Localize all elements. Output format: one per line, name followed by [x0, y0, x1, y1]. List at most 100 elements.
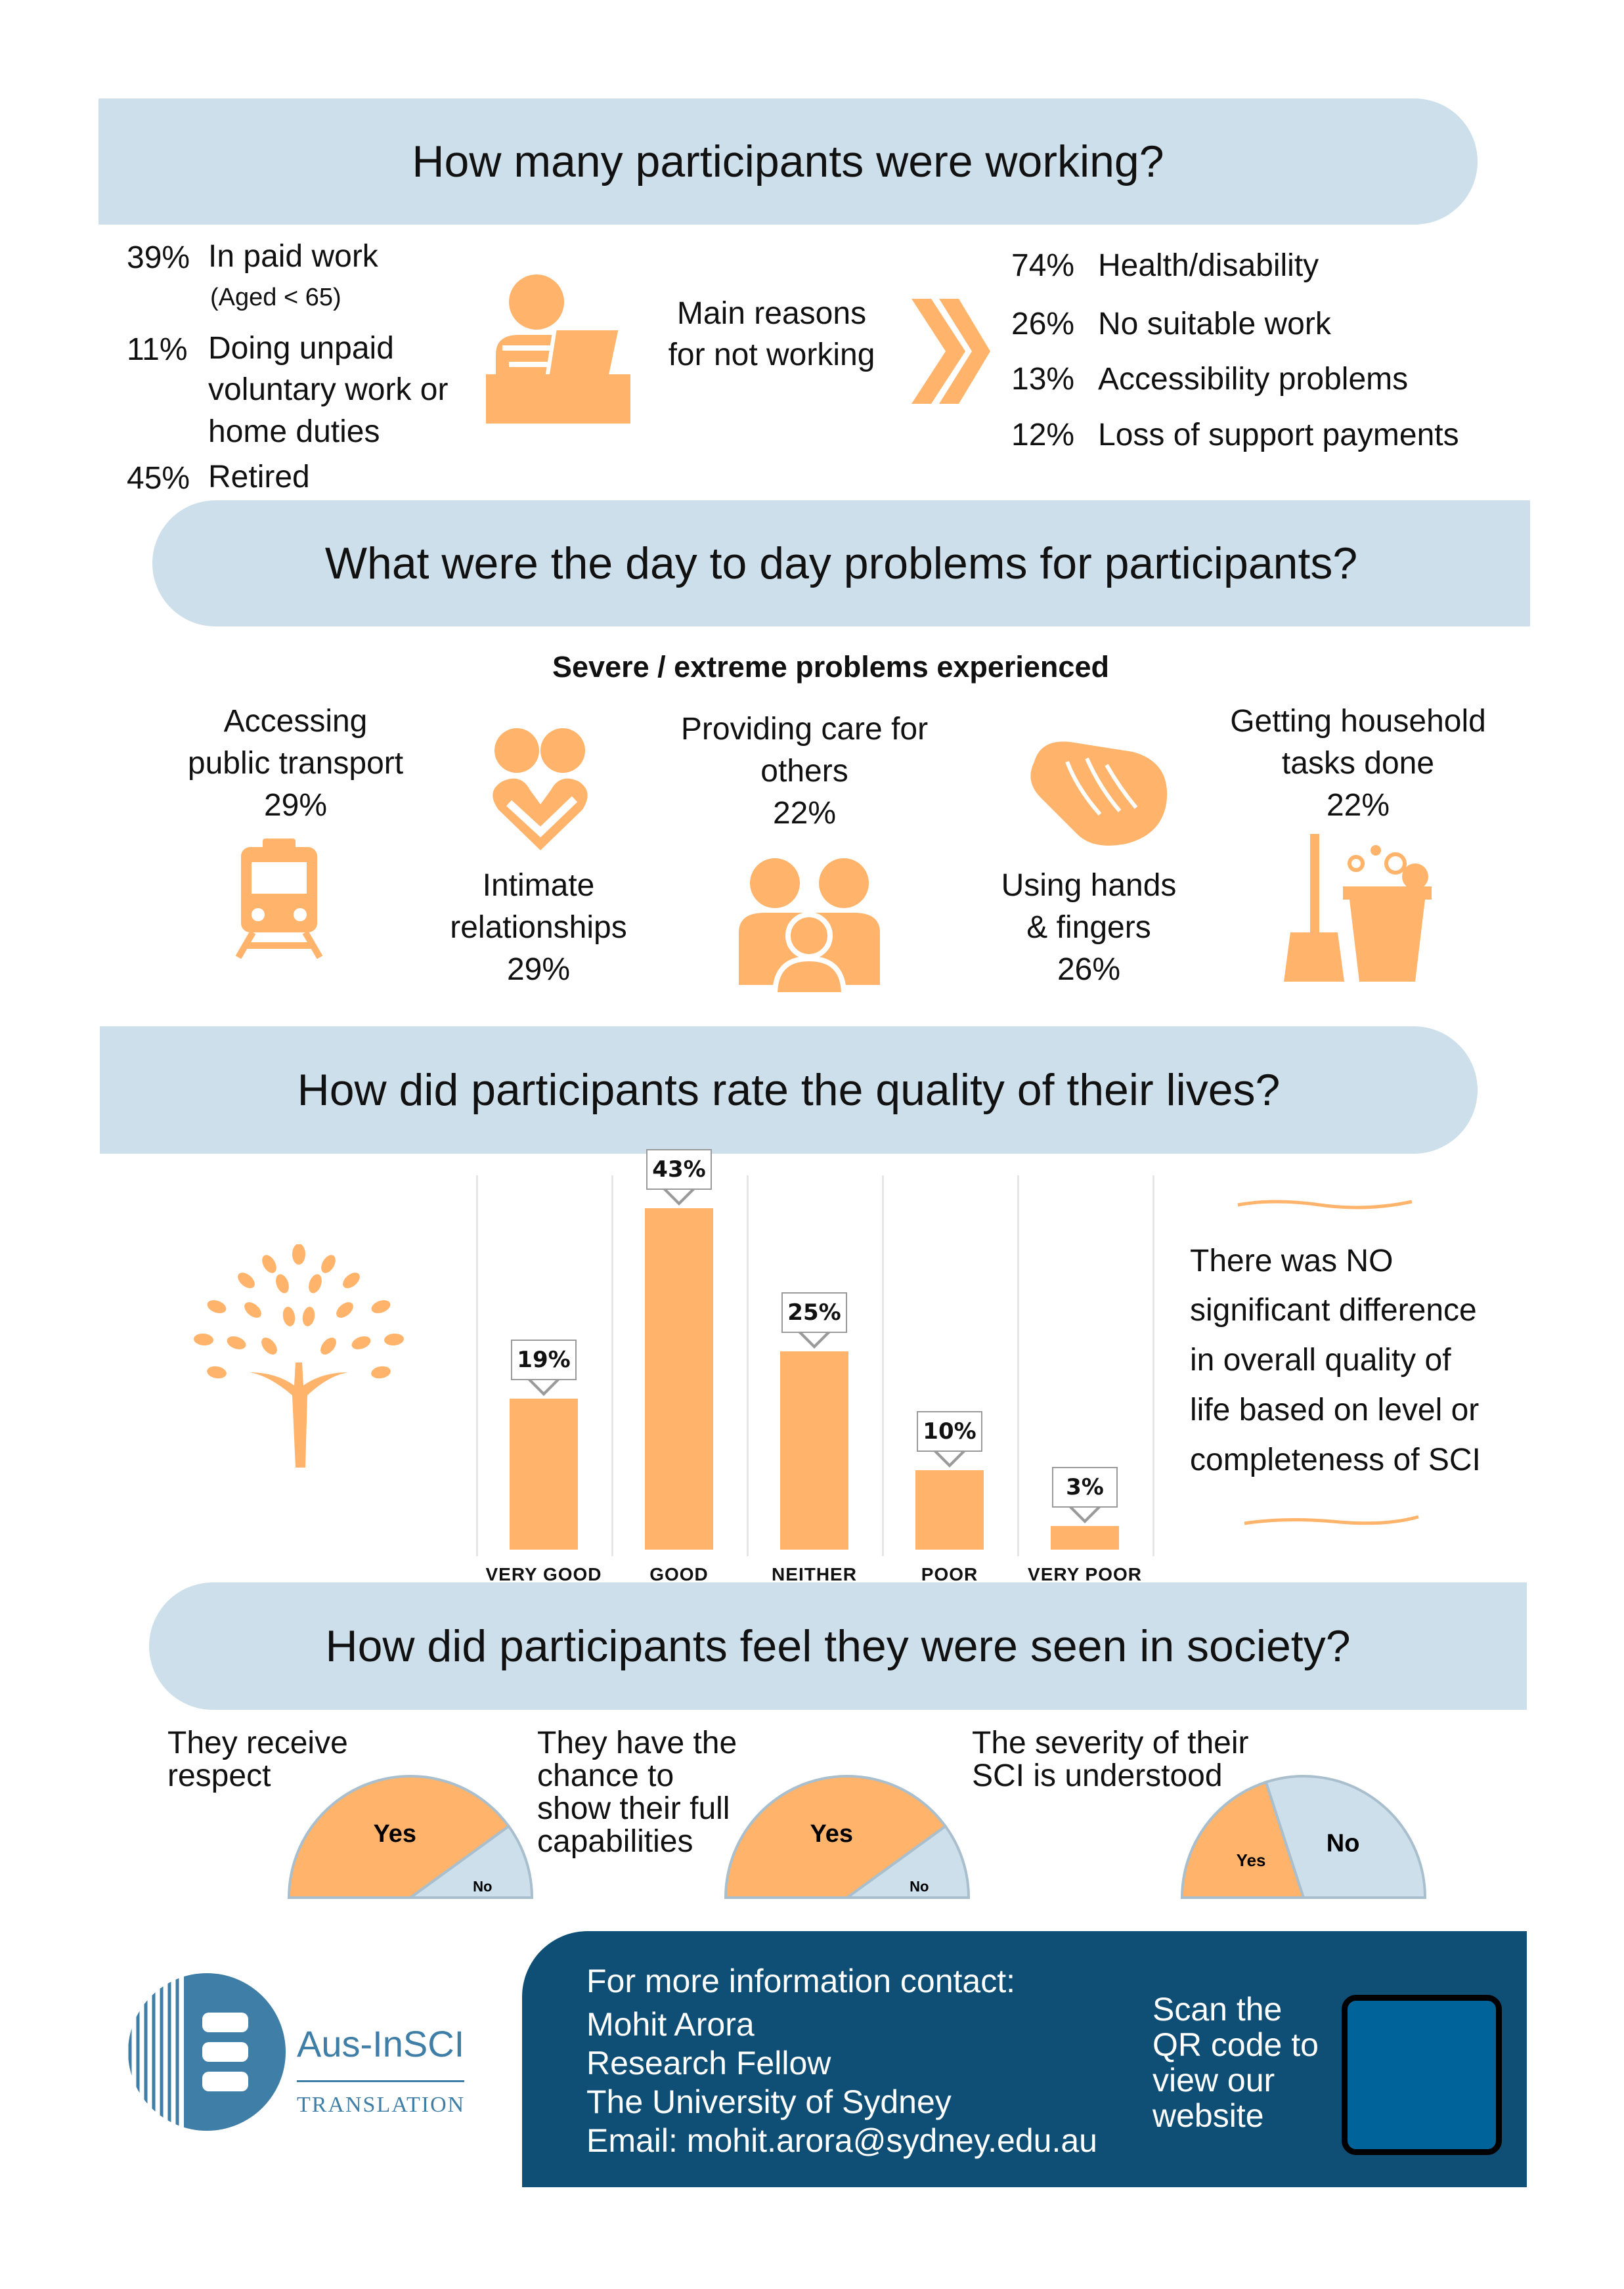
- stat-unpaid-label-1: Doing unpaid: [208, 331, 394, 366]
- hand-icon: [1030, 741, 1168, 846]
- reason-4-pct: 12%: [1011, 418, 1075, 452]
- quality-note-2: significant difference: [1190, 1293, 1477, 1328]
- logo-divider: [297, 2080, 464, 2082]
- chart-callout-arrow-inner: [531, 1379, 557, 1393]
- problem-transport-pct: 29%: [263, 788, 328, 823]
- chart-bar: [1051, 1525, 1119, 1550]
- contact-email[interactable]: Email: mohit.arora@sydney.edu.au: [586, 2122, 1097, 2159]
- aus-insci-logo: [128, 1973, 286, 2131]
- chart-callout-arrow-inner: [1072, 1506, 1098, 1519]
- problem-household-line-1: Getting household: [1230, 704, 1486, 739]
- stat-paid-pct: 39%: [127, 240, 190, 275]
- contact-line-1: For more information contact:: [586, 1963, 1016, 1999]
- squiggle-top: [1237, 1200, 1413, 1210]
- squiggle-bottom: [1244, 1515, 1419, 1525]
- train-icon: [235, 839, 323, 959]
- chart-value-label: 43%: [646, 1149, 712, 1190]
- problem-relationships-line-2: relationships: [450, 910, 627, 945]
- problems-subtitle: Severe / extreme problems experienced: [552, 650, 1109, 684]
- chart-category-label: NEITHER: [772, 1564, 857, 1584]
- bucket-broom-icon: [1284, 834, 1432, 982]
- logo-sub: TRANSLATION: [297, 2093, 466, 2117]
- society-2-line-4: capabilities: [537, 1824, 693, 1859]
- tree-icon: [194, 1244, 404, 1468]
- chart-value-label: 25%: [781, 1292, 847, 1333]
- stat-retired-pct: 45%: [127, 461, 190, 496]
- chart-bar: [780, 1351, 848, 1550]
- gauge-no-label: No: [910, 1879, 929, 1895]
- reasons-label-1: Main reasons: [676, 296, 867, 331]
- chart-value-label: 19%: [511, 1340, 577, 1381]
- society-1-line-2: respect: [167, 1758, 271, 1793]
- chart-divider: [1017, 1175, 1019, 1556]
- problems-title: What were the day to day problems for pa…: [324, 538, 1358, 588]
- society-2-line-2: chance to: [537, 1758, 674, 1793]
- quality-note-5: completeness of SCI: [1190, 1443, 1481, 1477]
- chart-value-label: 3%: [1052, 1466, 1118, 1508]
- chart-value-label: 10%: [917, 1411, 982, 1452]
- hearts-icon: [493, 728, 588, 850]
- chart-callout-arrow-inner: [936, 1450, 963, 1464]
- society-gauge-capabilities: Yes No: [724, 1775, 971, 1899]
- qr-line-2: QR code to: [1152, 2026, 1319, 2063]
- quality-banner: How did participants rate the quality of…: [100, 1026, 1478, 1154]
- gauge-no-segment: [1264, 1775, 1427, 1899]
- problem-hands-line-2: & fingers: [1026, 910, 1151, 945]
- gauge-yes-segment: [287, 1775, 511, 1899]
- chart-category-label: GOOD: [649, 1564, 709, 1584]
- gauge-yes-segment: [1180, 1780, 1306, 1899]
- stat-unpaid-pct: 11%: [127, 332, 188, 367]
- society-2-line-3: show their full: [537, 1791, 730, 1826]
- society-gauge-severity: Yes No: [1180, 1775, 1427, 1899]
- qr-line-3: view our: [1152, 2062, 1275, 2099]
- problem-relationships-line-1: Intimate: [482, 868, 595, 903]
- gauge-no-label: No: [1327, 1830, 1360, 1858]
- chart-bar: [645, 1208, 713, 1550]
- society-title: How did participants feel they were seen…: [325, 1621, 1351, 1671]
- problem-household-line-2: tasks done: [1281, 746, 1435, 781]
- chart-callout-arrow-inner: [666, 1188, 692, 1202]
- gauge-no-segment: [406, 1824, 534, 1899]
- reason-2-label: No suitable work: [1098, 307, 1331, 341]
- working-banner: How many participants were working?: [99, 98, 1478, 225]
- reason-1-pct: 74%: [1011, 248, 1075, 283]
- reason-4-label: Loss of support payments: [1098, 418, 1459, 452]
- society-gauge-respect: Yes No: [287, 1775, 534, 1899]
- problem-transport-line-2: public transport: [187, 746, 404, 781]
- gauge-no-label: No: [473, 1879, 492, 1895]
- problem-household-pct: 22%: [1326, 788, 1390, 823]
- gauge-yes-label: Yes: [374, 1820, 417, 1848]
- quality-title: How did participants rate the quality of…: [297, 1065, 1281, 1115]
- problem-hands-line-1: Using hands: [1001, 868, 1177, 903]
- chart-divider: [882, 1175, 884, 1556]
- stat-unpaid-label-2: voluntary work or: [208, 372, 449, 407]
- stat-paid-label: In paid work: [208, 239, 378, 274]
- society-2-line-1: They have the: [537, 1726, 737, 1760]
- reason-1-label: Health/disability: [1098, 248, 1319, 283]
- contact-line-4: The University of Sydney: [586, 2083, 952, 2120]
- society-3-line-2: SCI is understood: [972, 1758, 1223, 1793]
- working-title: How many participants were working?: [412, 137, 1164, 186]
- society-3-line-1: The severity of their: [972, 1726, 1249, 1760]
- problem-transport-line-1: Accessing: [223, 704, 368, 739]
- chart-callout-arrow-inner: [801, 1331, 827, 1345]
- gauge-yes-label: Yes: [810, 1820, 854, 1848]
- chart-divider: [1152, 1175, 1154, 1556]
- contact-line-2: Mohit Arora: [586, 2006, 755, 2043]
- qr-code[interactable]: [1342, 1995, 1502, 2155]
- chart-category-label: POOR: [921, 1564, 978, 1584]
- society-banner: How did participants feel they were seen…: [149, 1582, 1527, 1710]
- problem-relationships-pct: 29%: [506, 952, 571, 987]
- chart-divider: [747, 1175, 749, 1556]
- stat-paid-note: (Aged < 65): [210, 284, 341, 311]
- person-at-laptop-icon: [486, 274, 630, 424]
- quality-chart: 19% VERY GOOD 43% GOOD 25% NEITHER 10% POOR 3% VE…: [460, 1149, 1169, 1596]
- stat-retired-label: Retired: [208, 460, 310, 494]
- society-1-line-1: They receive: [167, 1726, 348, 1760]
- reason-3-label: Accessibility problems: [1098, 362, 1409, 397]
- logo-name: Aus-InSCI: [297, 2023, 465, 2064]
- chart-divider: [476, 1175, 478, 1556]
- chart-bar: [510, 1399, 578, 1550]
- reason-3-pct: 13%: [1011, 362, 1075, 397]
- quality-note-3: in overall quality of: [1190, 1343, 1451, 1378]
